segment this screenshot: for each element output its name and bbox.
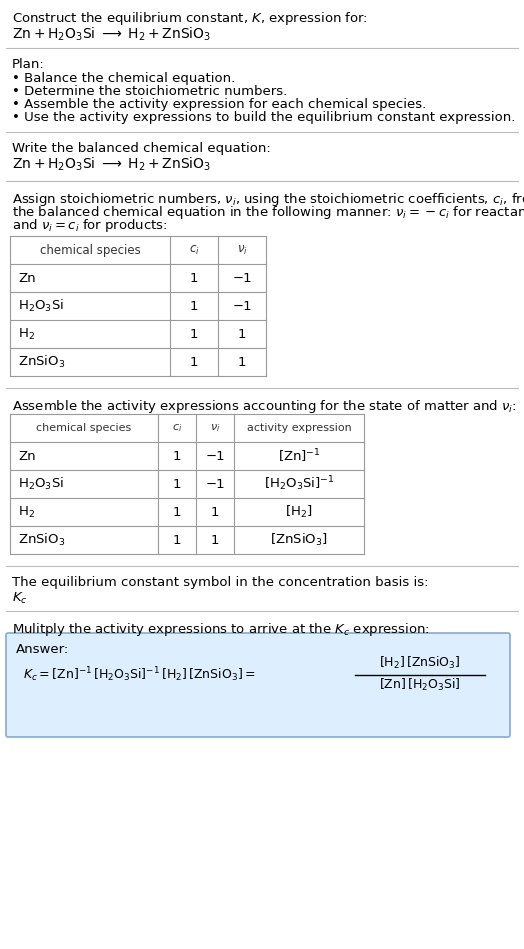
Text: 1: 1 (211, 506, 219, 518)
Text: $\mathrm{ZnSiO_3}$: $\mathrm{ZnSiO_3}$ (18, 354, 66, 370)
Text: $\mathrm{H_2}$: $\mathrm{H_2}$ (18, 505, 35, 519)
Text: 1: 1 (173, 506, 181, 518)
Text: Zn: Zn (18, 450, 36, 462)
Text: $[\mathrm{H_2O_3Si}]^{-1}$: $[\mathrm{H_2O_3Si}]^{-1}$ (264, 474, 334, 493)
Text: Mulitply the activity expressions to arrive at the $K_c$ expression:: Mulitply the activity expressions to arr… (12, 621, 430, 638)
Text: 1: 1 (190, 356, 198, 368)
FancyBboxPatch shape (6, 633, 510, 737)
Text: $\nu_i$: $\nu_i$ (210, 422, 220, 434)
Text: $[\mathrm{ZnSiO_3}]$: $[\mathrm{ZnSiO_3}]$ (270, 532, 328, 549)
Text: The equilibrium constant symbol in the concentration basis is:: The equilibrium constant symbol in the c… (12, 576, 429, 589)
Text: 1: 1 (173, 450, 181, 462)
Text: 1: 1 (173, 533, 181, 547)
Text: • Assemble the activity expression for each chemical species.: • Assemble the activity expression for e… (12, 98, 426, 111)
Text: $c_i$: $c_i$ (172, 422, 182, 434)
Text: 1: 1 (190, 327, 198, 341)
Text: 1: 1 (211, 533, 219, 547)
Text: $\mathrm{Zn + H_2O_3Si \;\longrightarrow\; H_2 + ZnSiO_3}$: $\mathrm{Zn + H_2O_3Si \;\longrightarrow… (12, 26, 211, 44)
Text: Assign stoichiometric numbers, $\nu_i$, using the stoichiometric coefficients, $: Assign stoichiometric numbers, $\nu_i$, … (12, 191, 524, 208)
Text: Plan:: Plan: (12, 58, 45, 71)
Text: • Use the activity expressions to build the equilibrium constant expression.: • Use the activity expressions to build … (12, 111, 516, 124)
Text: 1: 1 (173, 477, 181, 491)
Text: chemical species: chemical species (40, 244, 140, 256)
Text: 1: 1 (238, 327, 246, 341)
Text: −1: −1 (205, 477, 225, 491)
Text: Answer:: Answer: (16, 643, 69, 656)
Text: activity expression: activity expression (247, 423, 352, 433)
Text: $\mathrm{H_2O_3Si}$: $\mathrm{H_2O_3Si}$ (18, 476, 64, 492)
Text: $\mathrm{Zn + H_2O_3Si \;\longrightarrow\; H_2 + ZnSiO_3}$: $\mathrm{Zn + H_2O_3Si \;\longrightarrow… (12, 156, 211, 174)
Text: Zn: Zn (18, 271, 36, 285)
Text: • Determine the stoichiometric numbers.: • Determine the stoichiometric numbers. (12, 85, 287, 98)
Text: $[\mathrm{Zn}]^{-1}$: $[\mathrm{Zn}]^{-1}$ (278, 447, 320, 465)
Text: −1: −1 (205, 450, 225, 462)
Text: • Balance the chemical equation.: • Balance the chemical equation. (12, 72, 235, 85)
Text: the balanced chemical equation in the following manner: $\nu_i = -c_i$ for react: the balanced chemical equation in the fo… (12, 204, 524, 221)
Text: $\mathrm{H_2O_3Si}$: $\mathrm{H_2O_3Si}$ (18, 298, 64, 314)
Text: $K_c = [\mathrm{Zn}]^{-1}\,[\mathrm{H_2O_3Si}]^{-1}\,[\mathrm{H_2}]\,[\mathrm{Zn: $K_c = [\mathrm{Zn}]^{-1}\,[\mathrm{H_2O… (23, 665, 256, 683)
Text: $\mathrm{ZnSiO_3}$: $\mathrm{ZnSiO_3}$ (18, 532, 66, 549)
Text: chemical species: chemical species (36, 423, 132, 433)
Text: Assemble the activity expressions accounting for the state of matter and $\nu_i$: Assemble the activity expressions accoun… (12, 398, 517, 415)
Text: Write the balanced chemical equation:: Write the balanced chemical equation: (12, 142, 271, 155)
Text: 1: 1 (190, 271, 198, 285)
Text: −1: −1 (232, 300, 252, 312)
Text: $[\mathrm{Zn}]\,[\mathrm{H_2O_3Si}]$: $[\mathrm{Zn}]\,[\mathrm{H_2O_3Si}]$ (379, 677, 461, 693)
Text: $K_c$: $K_c$ (12, 591, 28, 606)
Text: and $\nu_i = c_i$ for products:: and $\nu_i = c_i$ for products: (12, 217, 168, 234)
Text: $\mathrm{H_2}$: $\mathrm{H_2}$ (18, 326, 35, 342)
Text: $[\mathrm{H_2}]$: $[\mathrm{H_2}]$ (285, 504, 313, 520)
Text: $c_i$: $c_i$ (189, 244, 199, 256)
Text: $\nu_i$: $\nu_i$ (237, 244, 247, 256)
Text: −1: −1 (232, 271, 252, 285)
Text: 1: 1 (190, 300, 198, 312)
Text: 1: 1 (238, 356, 246, 368)
Text: Construct the equilibrium constant, $K$, expression for:: Construct the equilibrium constant, $K$,… (12, 10, 368, 27)
Text: $[\mathrm{H_2}]\,[\mathrm{ZnSiO_3}]$: $[\mathrm{H_2}]\,[\mathrm{ZnSiO_3}]$ (379, 655, 461, 671)
